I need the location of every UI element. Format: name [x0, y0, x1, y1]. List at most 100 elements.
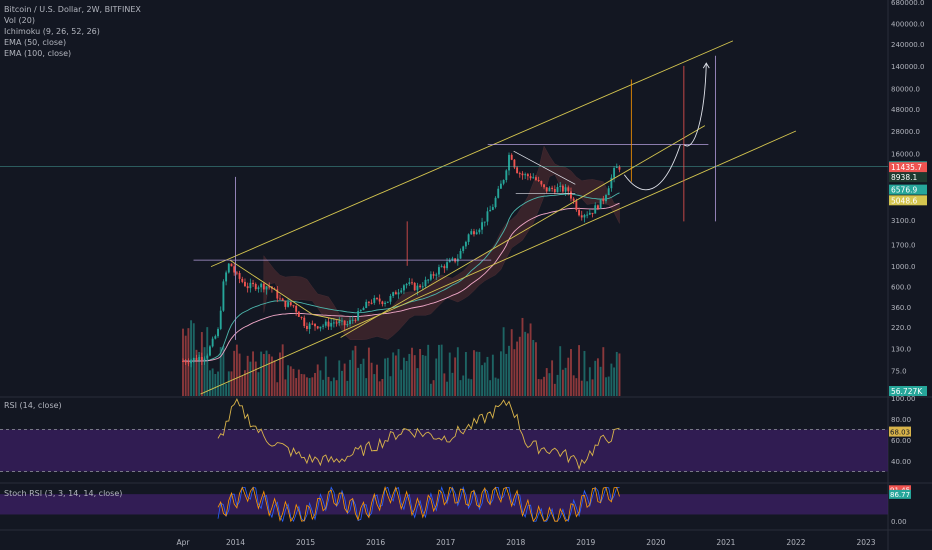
- candle-body: [532, 177, 535, 179]
- volume-bar: [561, 369, 564, 396]
- candle-body: [295, 305, 298, 312]
- stoch-pane: 0.0091.4586.77: [0, 485, 911, 526]
- volume-bar: [308, 378, 311, 396]
- volume-bar: [438, 344, 440, 396]
- candle-body: [599, 198, 602, 209]
- price-label: 8938.1: [891, 173, 917, 182]
- volume-bar: [491, 354, 494, 396]
- candle-body: [491, 207, 494, 210]
- candle-body: [217, 328, 219, 337]
- candle-body: [591, 212, 594, 214]
- candle-body: [219, 310, 222, 329]
- candle-body: [322, 325, 325, 327]
- candle-body: [262, 283, 265, 290]
- indicator-ema50[interactable]: EMA (50, close): [4, 38, 67, 47]
- volume-label-bg: [889, 386, 927, 396]
- volume-bar: [413, 355, 416, 396]
- time-tick-label: 2020: [646, 538, 665, 547]
- volume-bar: [343, 363, 346, 396]
- volume-bar: [508, 345, 510, 396]
- volume-bar: [230, 371, 233, 396]
- volume-bar: [314, 372, 316, 396]
- candle-body: [349, 320, 351, 325]
- candle-body: [365, 301, 368, 309]
- volume-bar: [225, 383, 228, 396]
- volume-bar: [483, 362, 486, 396]
- candle-body: [276, 289, 279, 299]
- volume-bar: [607, 376, 610, 396]
- candle-body: [605, 194, 607, 202]
- time-tick-label: 2023: [856, 538, 875, 547]
- volume-bar: [265, 350, 268, 396]
- indicator-ichimoku[interactable]: Ichimoku (9, 26, 52, 26): [4, 27, 100, 36]
- price-tick-label: 1700.0: [891, 241, 916, 249]
- candle-body: [268, 286, 271, 288]
- indicator-vol[interactable]: Vol (20): [4, 16, 35, 25]
- volume-bar: [548, 373, 551, 396]
- stoch-label[interactable]: Stoch RSI (3, 3, 14, 14, close): [4, 489, 123, 498]
- candle-body: [351, 319, 354, 321]
- volume-bar: [411, 347, 413, 396]
- candle-body: [470, 231, 473, 235]
- candle-body: [443, 266, 446, 269]
- volume-bar: [451, 372, 454, 396]
- stoch-tick-label: 0.00: [891, 518, 907, 526]
- candle-body: [413, 282, 416, 291]
- volume-bar: [198, 351, 201, 396]
- volume-bar: [289, 366, 292, 396]
- candle-body: [435, 274, 438, 276]
- candle-body: [548, 187, 551, 192]
- candle-body: [583, 215, 586, 218]
- indicator-ema100[interactable]: EMA (100, close): [4, 49, 72, 58]
- volume-bar: [222, 346, 225, 396]
- rsi-label[interactable]: RSI (14, close): [4, 401, 62, 410]
- candle-body: [613, 168, 616, 178]
- volume-bar: [599, 366, 602, 396]
- candle-body: [330, 322, 333, 327]
- volume-bar: [613, 367, 616, 396]
- candle-body: [588, 212, 591, 215]
- volume-bar: [505, 353, 508, 396]
- candle-body: [553, 188, 556, 193]
- candle-body: [341, 320, 343, 322]
- symbol-title[interactable]: Bitcoin / U.S. Dollar, 2W, BITFINEX: [4, 5, 141, 14]
- volume-bar: [478, 351, 481, 396]
- candle-body: [370, 302, 373, 304]
- triangle-line: [229, 259, 313, 315]
- volume-bar: [526, 333, 529, 396]
- volume-bar: [292, 368, 295, 396]
- rsi-tick-label: 80.00: [891, 416, 911, 424]
- volume-bar: [378, 381, 381, 396]
- volume-bar: [435, 358, 438, 396]
- volume-bar: [419, 349, 422, 396]
- candle-body: [411, 282, 413, 284]
- volume-bar: [473, 350, 475, 396]
- candle-body: [486, 211, 489, 222]
- volume-bar: [602, 347, 605, 396]
- price-tick-label: 28000.0: [891, 128, 920, 136]
- volume-bar: [238, 353, 241, 396]
- candle-body: [494, 197, 497, 208]
- candle-body: [314, 323, 316, 327]
- candle-body: [249, 282, 252, 289]
- candle-body: [524, 174, 527, 176]
- candle-body: [405, 283, 408, 286]
- candle-body: [335, 322, 338, 324]
- candle-body: [397, 292, 400, 295]
- candle-body: [400, 290, 403, 293]
- volume-bar: [316, 364, 319, 396]
- candle-body: [367, 301, 370, 303]
- candle-body: [311, 323, 314, 325]
- candle-body: [578, 209, 581, 216]
- volume-bar: [529, 323, 532, 396]
- candle-body: [438, 267, 440, 275]
- volume-bar: [279, 352, 281, 396]
- candle-body: [416, 285, 419, 291]
- volume-bar: [349, 359, 351, 396]
- volume-bar: [594, 360, 597, 396]
- price-label: 6576.9: [891, 186, 917, 195]
- volume-bar: [486, 356, 489, 396]
- candle-body: [300, 316, 303, 318]
- volume-bar: [257, 372, 260, 396]
